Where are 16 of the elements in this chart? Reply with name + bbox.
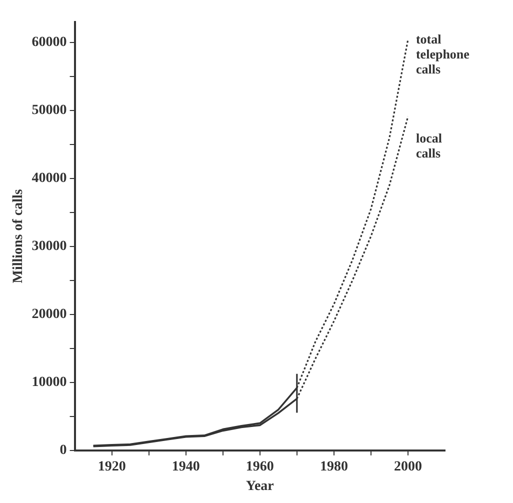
y-tick-label: 30000 (32, 239, 67, 254)
x-tick-label: 1960 (246, 459, 274, 474)
x-tick-label: 1920 (98, 459, 126, 474)
x-axis-title: Year (246, 479, 274, 494)
y-tick-label: 60000 (32, 35, 67, 50)
y-tick-label: 40000 (32, 171, 67, 186)
y-tick-label: 10000 (32, 375, 67, 390)
series-label: total telephone calls (416, 32, 470, 77)
x-tick-label: 2000 (394, 459, 422, 474)
y-tick-label: 50000 (32, 103, 67, 118)
y-axis-title: Millions of calls (11, 188, 26, 284)
y-tick-label: 20000 (32, 307, 67, 322)
series-label: local calls (416, 130, 442, 160)
y-tick-label: 0 (60, 443, 67, 458)
x-tick-label: 1940 (172, 459, 200, 474)
x-tick-label: 1980 (320, 459, 348, 474)
